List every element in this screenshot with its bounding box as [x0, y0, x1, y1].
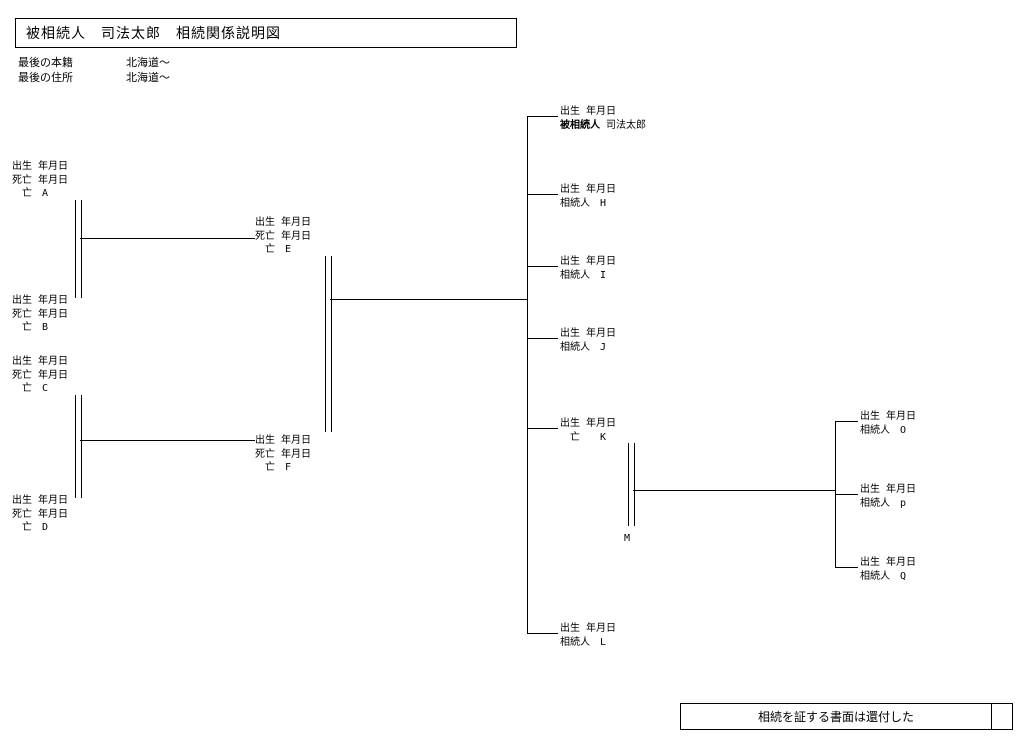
- node-k-line1: 出生 年月日: [560, 417, 616, 431]
- node-d-line2: 死亡 年月日: [12, 508, 68, 522]
- node-a: 出生 年月日 死亡 年月日 亡 A: [12, 160, 68, 201]
- footer-text: 相続を証する書面は還付した: [680, 703, 992, 730]
- connector-horizontal: [330, 299, 527, 300]
- footer-side-box: [992, 703, 1013, 730]
- node-b-line2: 死亡 年月日: [12, 308, 68, 322]
- node-f-line1: 出生 年月日: [255, 434, 311, 448]
- node-f: 出生 年月日 死亡 年月日 亡 F: [255, 434, 311, 475]
- node-p-line2: 相続人 p: [860, 497, 916, 511]
- node-c-line3: 亡 C: [12, 382, 68, 396]
- marriage-double-line: [75, 200, 82, 298]
- node-f-line3: 亡 F: [255, 461, 311, 475]
- node-l: 出生 年月日 相続人 L: [560, 622, 616, 649]
- node-k-line2: 亡 K: [560, 431, 616, 445]
- node-i-line2: 相続人 I: [560, 269, 616, 283]
- node-b: 出生 年月日 死亡 年月日 亡 B: [12, 294, 68, 335]
- node-j: 出生 年月日 相続人 J: [560, 327, 616, 354]
- node-e-line2: 死亡 年月日: [255, 230, 311, 244]
- meta-row2-value: 北海道～: [126, 71, 170, 84]
- node-b-line1: 出生 年月日: [12, 294, 68, 308]
- node-d-line3: 亡 D: [12, 521, 68, 535]
- meta-row1-label: 最後の本籍: [18, 56, 73, 69]
- meta-row1-value: 北海道～: [126, 56, 170, 69]
- meta-block: 最後の本籍 北海道～ 最後の住所 北海道～: [18, 55, 170, 86]
- node-p: 出生 年月日 相続人 p: [860, 483, 916, 510]
- node-d: 出生 年月日 死亡 年月日 亡 D: [12, 494, 68, 535]
- node-a-line2: 死亡 年月日: [12, 174, 68, 188]
- node-e-line1: 出生 年月日: [255, 216, 311, 230]
- node-o: 出生 年月日 相続人 O: [860, 410, 916, 437]
- node-d-line1: 出生 年月日: [12, 494, 68, 508]
- connector-horizontal: [835, 421, 858, 422]
- node-e-line3: 亡 E: [255, 243, 311, 257]
- meta-row2-label: 最後の住所: [18, 71, 73, 84]
- node-l-line1: 出生 年月日: [560, 622, 616, 636]
- connector-horizontal: [835, 494, 858, 495]
- node-o-line1: 出生 年月日: [860, 410, 916, 424]
- node-decedent-name: 司法太郎: [600, 120, 646, 131]
- node-j-line2: 相続人 J: [560, 341, 616, 355]
- title-box: 被相続人 司法太郎 相続関係説明図: [15, 18, 517, 48]
- node-l-line2: 相続人 L: [560, 636, 616, 650]
- connector-horizontal: [527, 116, 558, 117]
- connector-horizontal: [527, 194, 558, 195]
- diagram-canvas: 被相続人 司法太郎 相続関係説明図 最後の本籍 北海道～ 最後の住所 北海道～ …: [0, 0, 1024, 745]
- marriage-double-line: [325, 256, 332, 432]
- node-b-line3: 亡 B: [12, 321, 68, 335]
- node-j-line1: 出生 年月日: [560, 327, 616, 341]
- node-m-line1: M: [624, 532, 630, 546]
- node-m: M: [624, 532, 630, 546]
- title-text: 被相続人 司法太郎 相続関係説明図: [26, 26, 281, 42]
- node-h: 出生 年月日 相続人 H: [560, 183, 616, 210]
- node-a-line3: 亡 A: [12, 187, 68, 201]
- connector-horizontal: [527, 428, 558, 429]
- node-q: 出生 年月日 相続人 Q: [860, 556, 916, 583]
- connector-horizontal: [527, 266, 558, 267]
- marriage-double-line: [628, 443, 635, 526]
- node-decedent-line1: 出生 年月日: [560, 105, 646, 119]
- node-h-line2: 相続人 H: [560, 197, 616, 211]
- node-k: 出生 年月日 亡 K: [560, 417, 616, 444]
- connector-horizontal: [633, 490, 835, 491]
- node-c-line1: 出生 年月日: [12, 355, 68, 369]
- connector-horizontal: [527, 338, 558, 339]
- node-decedent: 出生 年月日 被相続人 司法太郎: [560, 105, 646, 132]
- node-a-line1: 出生 年月日: [12, 160, 68, 174]
- connector-horizontal: [527, 633, 558, 634]
- connector-horizontal: [80, 238, 255, 239]
- node-c-line2: 死亡 年月日: [12, 369, 68, 383]
- node-q-line1: 出生 年月日: [860, 556, 916, 570]
- node-o-line2: 相続人 O: [860, 424, 916, 438]
- node-c: 出生 年月日 死亡 年月日 亡 C: [12, 355, 68, 396]
- connector-vertical: [527, 116, 528, 633]
- node-h-line1: 出生 年月日: [560, 183, 616, 197]
- connector-horizontal: [80, 440, 255, 441]
- footer-box: 相続を証する書面は還付した: [680, 703, 1013, 730]
- connector-vertical: [835, 421, 836, 567]
- node-i-line1: 出生 年月日: [560, 255, 616, 269]
- node-q-line2: 相続人 Q: [860, 570, 916, 584]
- node-p-line1: 出生 年月日: [860, 483, 916, 497]
- node-f-line2: 死亡 年月日: [255, 448, 311, 462]
- node-i: 出生 年月日 相続人 I: [560, 255, 616, 282]
- connector-horizontal: [835, 567, 858, 568]
- marriage-double-line: [75, 395, 82, 498]
- node-e: 出生 年月日 死亡 年月日 亡 E: [255, 216, 311, 257]
- node-decedent-label: 被相続人: [560, 120, 600, 131]
